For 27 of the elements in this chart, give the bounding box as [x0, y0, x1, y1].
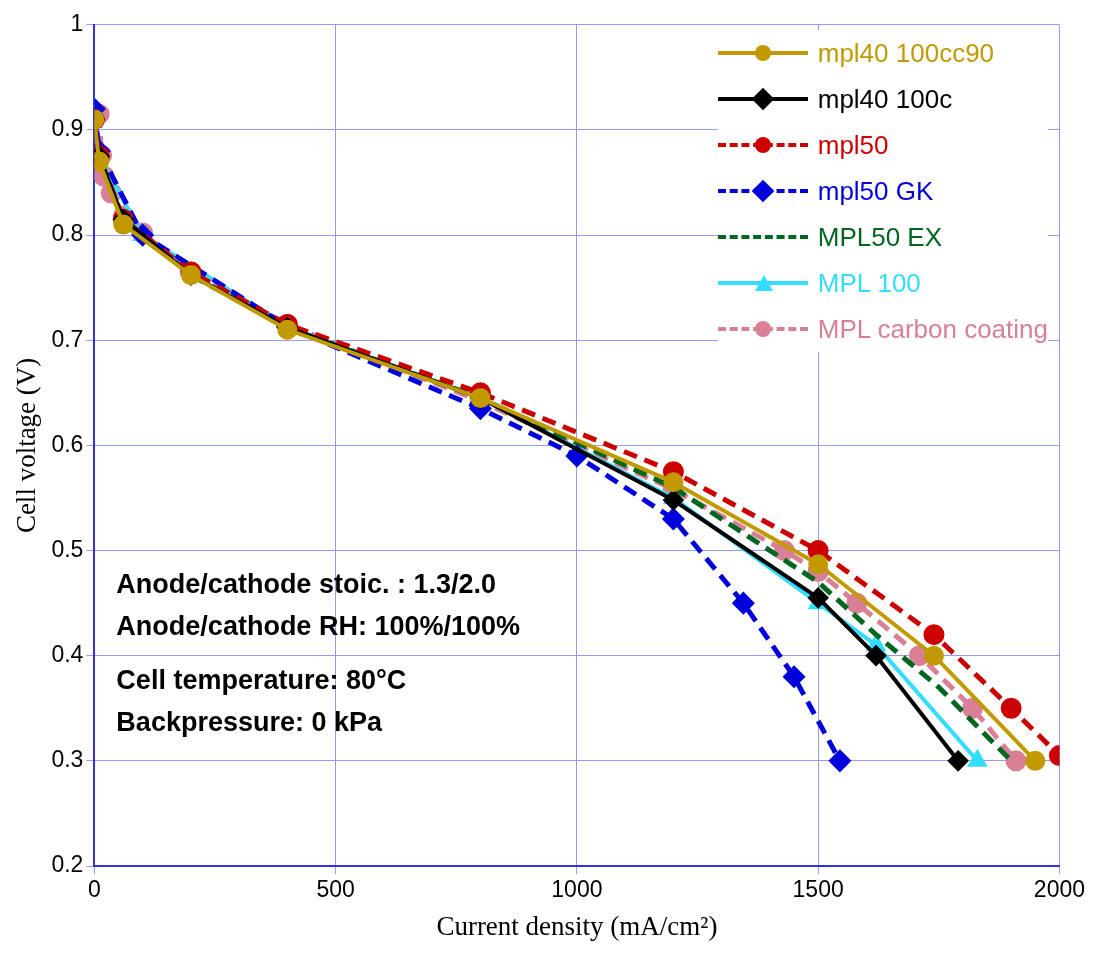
annotation: Anode/cathode stoic. : 1.3/2.0 [116, 568, 496, 599]
y-axis-title: Cell voltage (V) [11, 357, 42, 534]
annotation: Anode/cathode RH: 100%/100% [116, 610, 520, 641]
y-tick-label: 0.9 [51, 115, 84, 142]
x-tick-label: 1000 [551, 876, 603, 903]
legend-label: MPL50 EX [817, 221, 943, 253]
x-tick-label: 500 [316, 876, 355, 903]
y-tick-label: 1 [70, 10, 84, 37]
legend-label: mpl50 GK [817, 175, 934, 207]
y-tick-label: 0.7 [51, 325, 84, 352]
legend-label: MPL 100 [817, 267, 921, 299]
y-tick-label: 0.4 [51, 641, 84, 668]
y-tick-label: 0.3 [51, 746, 84, 773]
y-tick-label: 0.8 [51, 220, 84, 247]
x-tick-label: 1500 [792, 876, 844, 903]
annotation: Backpressure: 0 kPa [116, 707, 384, 738]
y-tick-label: 0.6 [51, 430, 84, 457]
y-tick-label: 0.5 [51, 535, 84, 562]
legend-label: mpl40 100c [817, 83, 953, 115]
legend-label: MPL carbon coating [817, 313, 1048, 345]
legend-label: mpl40 100cc90 [817, 37, 995, 69]
annotation: Cell temperature: 80°C [116, 665, 407, 696]
x-tick-label: 0 [87, 876, 101, 903]
y-tick-label: 0.2 [51, 851, 84, 878]
x-tick-label: 2000 [1033, 876, 1085, 903]
legend-label: mpl50 [817, 129, 889, 161]
x-axis-title: Current density (mA/cm²) [436, 910, 718, 941]
